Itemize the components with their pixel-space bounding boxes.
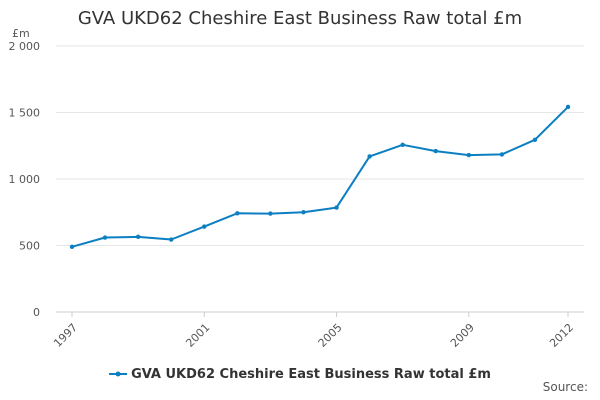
chart-title: GVA UKD62 Cheshire East Business Raw tot… xyxy=(77,8,523,29)
legend-label[interactable]: GVA UKD62 Cheshire East Business Raw tot… xyxy=(131,367,491,382)
grid xyxy=(56,45,584,246)
x-tick-label: 1997 xyxy=(51,321,80,350)
data-point[interactable] xyxy=(334,205,339,210)
source-label[interactable]: Source: xyxy=(542,380,588,394)
y-tick-label: 0 xyxy=(33,306,40,319)
y-tick-label: 500 xyxy=(19,240,40,253)
y-tick-label: 1 500 xyxy=(9,107,41,120)
data-point[interactable] xyxy=(565,104,571,110)
series xyxy=(69,104,571,250)
data-point[interactable] xyxy=(102,235,108,240)
data-point[interactable] xyxy=(268,211,273,216)
data-point[interactable] xyxy=(235,211,240,216)
data-point[interactable] xyxy=(400,142,405,148)
data-point[interactable] xyxy=(202,224,207,229)
data-point[interactable] xyxy=(532,137,538,142)
y-axis-unit: £m xyxy=(12,27,30,40)
y-tick-label: 2 000 xyxy=(9,40,41,53)
data-point[interactable] xyxy=(499,152,505,157)
x-tick-label: 2009 xyxy=(448,321,477,350)
data-point[interactable] xyxy=(169,237,174,242)
series-line xyxy=(71,106,569,248)
data-point[interactable] xyxy=(135,234,141,240)
data-point[interactable] xyxy=(433,148,438,154)
axes: 0 500 1 000 1 500 2 000 1997 2001 2005 2009 2012 xyxy=(9,40,584,350)
legend[interactable]: GVA UKD62 Cheshire East Business Raw tot… xyxy=(109,367,491,382)
x-tick-label: 2001 xyxy=(183,321,212,350)
data-point[interactable] xyxy=(69,244,75,250)
data-point[interactable] xyxy=(466,152,471,158)
y-tick-label: 1 000 xyxy=(9,173,41,186)
x-tick-label: 2005 xyxy=(316,321,345,350)
x-tick-label: 2012 xyxy=(547,321,576,350)
legend-marker xyxy=(115,371,121,377)
data-point[interactable] xyxy=(301,210,306,215)
data-point[interactable] xyxy=(367,154,372,159)
